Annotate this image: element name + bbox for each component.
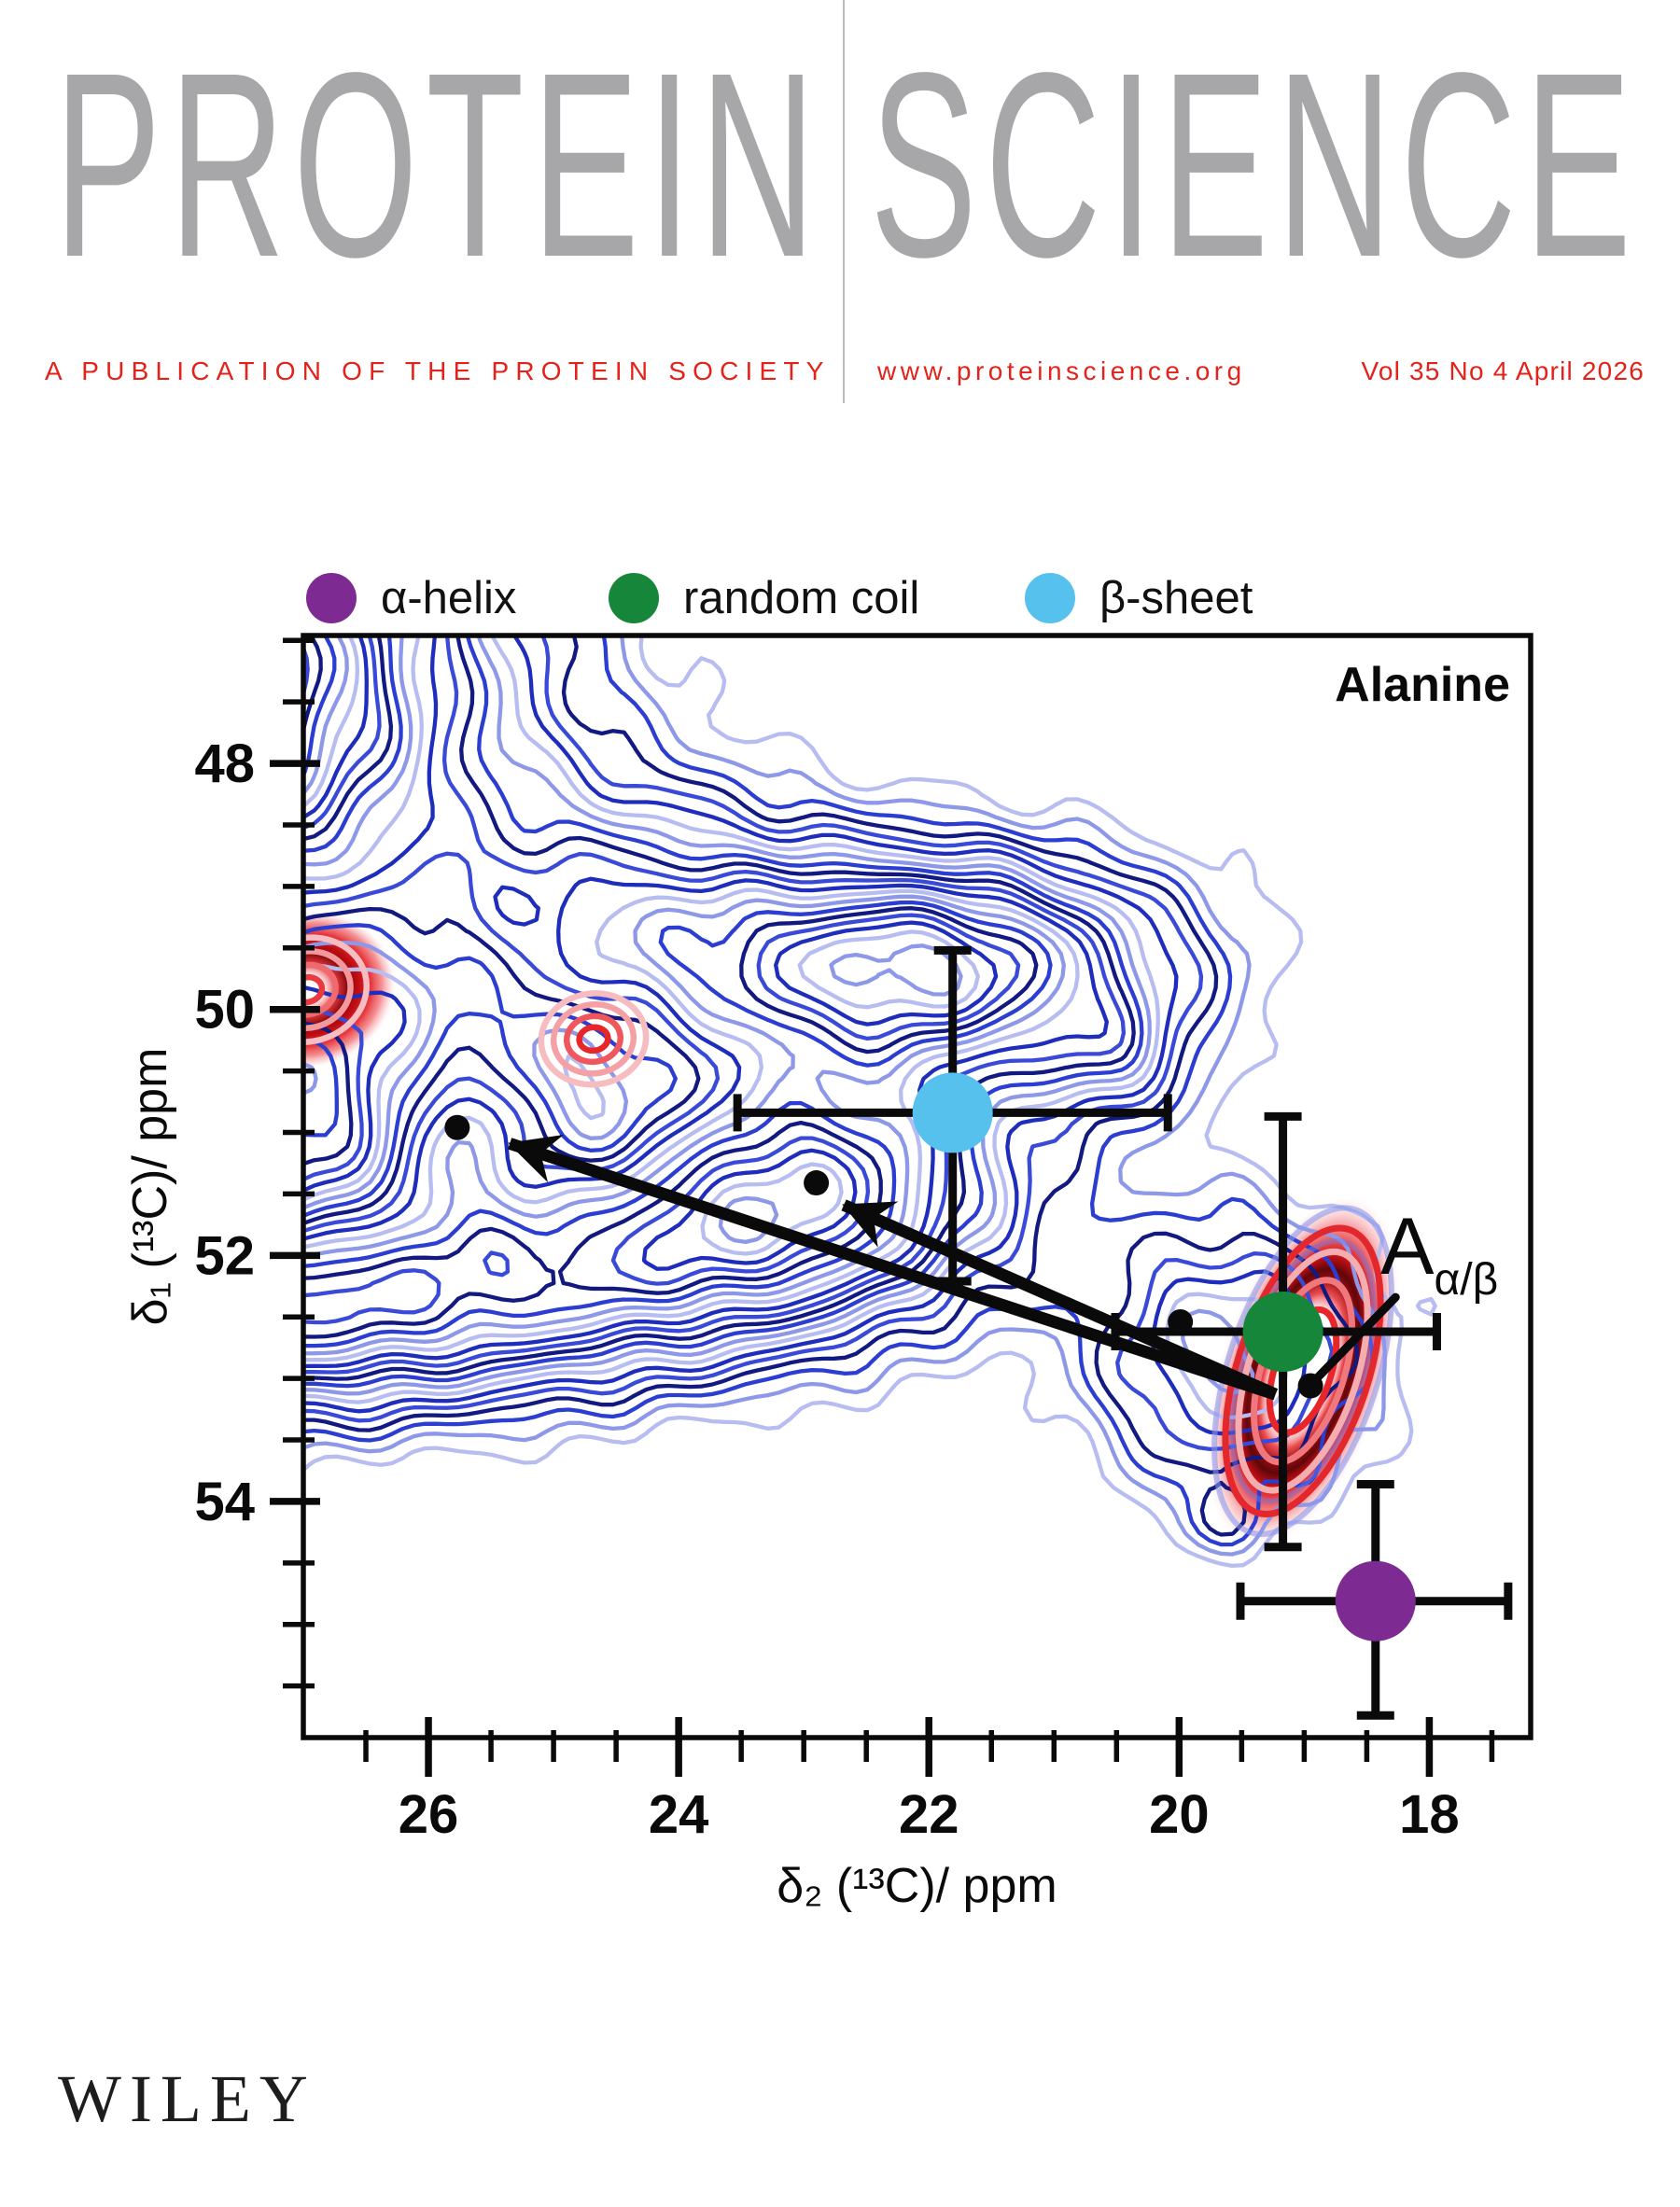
blue-contour-level [305,637,1066,1356]
journal-title-science: SCIENCE [870,18,1640,312]
data-point-beta-sheet [733,945,1172,1286]
red-peak-small-ring [550,1001,637,1077]
beta-sheet-marker [912,1072,993,1153]
y-tick-label: 54 [194,1472,255,1532]
plot-frame [301,633,1533,1740]
red-peak-small-ring [576,1024,611,1055]
journal-title-protein: PROTEIN [54,18,824,312]
shift-arrow [508,1134,1278,1401]
contour-field [305,637,1437,1569]
blue-contour-level [305,637,1053,1348]
random-coil-swatch-icon [609,573,659,623]
legend-item-beta-sheet: β-sheet [1025,569,1253,627]
axis-ticks: 26 24 22 20 18 48 50 52 54 [194,637,1495,1845]
plot-title: Alanine [1335,658,1510,712]
peak-dot [804,1170,830,1196]
alpha-helix-swatch-icon [306,573,357,623]
x-tick-label: 20 [1149,1784,1210,1845]
peak-dot [1168,1308,1194,1334]
legend-label: β-sheet [1099,573,1253,623]
blue-contour-level [305,637,999,1271]
x-tick-label: 18 [1399,1784,1460,1845]
masthead-divider [843,0,845,403]
red-peak-small-ring [563,1013,623,1066]
beta-sheet-swatch-icon [1025,573,1075,623]
peak-dot [444,1114,470,1140]
legend-label: random coil [683,573,920,623]
x-tick-label: 22 [899,1784,959,1845]
publication-tagline: A PUBLICATION OF THE PROTEIN SOCIETY [45,356,831,385]
blue-contour-level [305,637,963,1245]
x-tick-label: 26 [399,1784,459,1845]
red-peak-left-edge-ring [305,973,326,1006]
red-peak-left-edge-ring [305,961,339,1018]
legend-item-alpha-helix: α-helix [306,569,516,627]
x-axis-title: δ₂ (¹³C)/ ppm [777,1859,1057,1913]
red-peak-alpha-beta-blue-ring [1229,1237,1377,1504]
random-coil-marker [1242,1292,1323,1373]
blue-contour-level [305,637,1127,1375]
data-point-random-coil [1111,1111,1441,1552]
journal-website: www.proteinscience.org [877,356,1246,385]
peak-dot [1297,1373,1323,1399]
blue-contour-level [305,637,1109,1369]
annotation-label: Aα/β [1380,1202,1498,1305]
y-axis-title: δ₁ (¹³C)/ ppm [123,1048,177,1326]
red-peak-left-edge-ring [305,948,354,1032]
x-tick-label: 24 [649,1784,709,1845]
publisher-logo: WILEY [58,2061,316,2136]
blue-contour-level [305,647,310,694]
shift-arrow [841,1199,1279,1401]
red-peak-left-edge-ring [305,934,371,1045]
red-peak-small-ring [538,990,650,1088]
alpha-helix-marker [1335,1560,1416,1641]
legend-label: α-helix [381,573,517,623]
issue-info: Vol 35 No 4 April 2026 [1361,356,1645,385]
blue-contour-level [305,637,1144,1389]
red-peak-alpha-beta-blue-ring [1211,1205,1394,1537]
blue-contour-level [305,637,1375,1547]
red-peak-alpha-beta-ring [1222,1224,1384,1517]
y-tick-label: 48 [194,733,255,794]
y-tick-label: 52 [194,1225,255,1286]
blue-contour-level [305,637,1437,1569]
y-tick-label: 50 [194,980,255,1041]
data-point-alpha-helix [1236,1479,1513,1720]
legend-item-random-coil: random coil [609,569,919,627]
nmr-contour-plot: 26 24 22 20 18 48 50 52 54 δ₂ (¹³C)/ ppm δ₁ (¹³C)/… [123,633,1533,1913]
annotation-pointer-line [1313,1292,1400,1382]
